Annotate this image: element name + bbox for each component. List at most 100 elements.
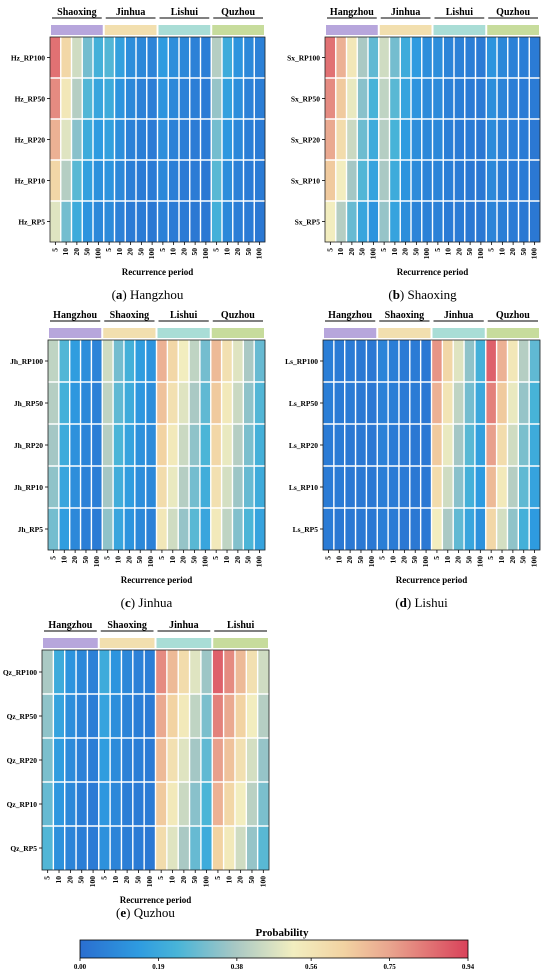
heatmap-cell bbox=[232, 201, 244, 243]
row-label: Ls_RP5 bbox=[293, 525, 319, 534]
heatmap-cell bbox=[168, 160, 180, 202]
group-label: Hangzhou bbox=[53, 310, 97, 321]
heatmap-cell bbox=[496, 424, 508, 467]
heatmap-cell bbox=[178, 650, 190, 695]
column-tick-label: 100 bbox=[475, 556, 484, 568]
column-tick-label: 10 bbox=[59, 556, 68, 564]
heatmap-cell bbox=[323, 382, 335, 425]
heatmap-cell bbox=[254, 466, 266, 509]
heatmap-cell bbox=[377, 340, 389, 383]
heatmap-cell bbox=[368, 78, 379, 120]
heatmap-cell bbox=[529, 424, 541, 467]
heatmap-cell bbox=[50, 37, 61, 79]
heatmap-cell bbox=[178, 508, 190, 551]
heatmap-cell bbox=[496, 340, 508, 383]
heatmap-cell bbox=[87, 782, 99, 827]
heatmap-cell bbox=[167, 382, 179, 425]
column-tick-label: 5 bbox=[378, 556, 387, 560]
heatmap-cell bbox=[474, 508, 486, 551]
column-tick-label: 50 bbox=[519, 556, 528, 564]
heatmap-cell bbox=[166, 650, 179, 695]
column-tick-label: 10 bbox=[61, 248, 70, 256]
column-tick-label: 10 bbox=[224, 876, 233, 884]
heatmap-cell bbox=[346, 201, 358, 243]
column-tick-label: 10 bbox=[114, 556, 123, 564]
heatmap-cell bbox=[344, 382, 356, 425]
heatmap-cell bbox=[199, 466, 211, 509]
heatmap-cell bbox=[474, 466, 486, 509]
heatmap-cell bbox=[323, 508, 335, 551]
heatmap-cell bbox=[388, 382, 400, 425]
heatmap-cell bbox=[453, 466, 465, 509]
heatmap-cell bbox=[346, 37, 358, 79]
heatmap-cell bbox=[64, 782, 77, 827]
heatmap-cell bbox=[53, 694, 65, 739]
heatmap-cell bbox=[58, 508, 70, 551]
heatmap-cell bbox=[80, 382, 92, 425]
column-tick-label: 50 bbox=[135, 556, 144, 564]
heatmap-cell bbox=[389, 37, 401, 79]
heatmap-cell bbox=[98, 826, 111, 871]
heatmap-cell bbox=[102, 508, 114, 551]
heatmap-cell bbox=[518, 340, 530, 383]
heatmap-cell bbox=[144, 650, 156, 695]
heatmap-cell bbox=[400, 201, 412, 243]
group-band bbox=[158, 25, 211, 35]
heatmap-cell bbox=[114, 160, 126, 202]
heatmap-cell bbox=[443, 201, 455, 243]
column-tick-label: 100 bbox=[145, 876, 154, 888]
panel-caption: (e) Quzhou bbox=[116, 905, 175, 920]
group-label: Jinhua bbox=[444, 310, 473, 321]
row-label: Ls_RP20 bbox=[289, 441, 318, 450]
heatmap-cell bbox=[123, 508, 135, 551]
heatmap-cell bbox=[431, 508, 443, 551]
row-label: Qz_RP50 bbox=[7, 712, 38, 721]
heatmap-cell bbox=[53, 826, 65, 871]
heatmap-cell bbox=[132, 782, 145, 827]
caption-name: Lishui bbox=[414, 595, 448, 610]
group-band bbox=[103, 328, 156, 338]
group-label: Hangzhou bbox=[328, 310, 372, 321]
heatmap-cell bbox=[378, 119, 390, 161]
heatmap-cell bbox=[486, 201, 498, 243]
heatmap-cell bbox=[409, 340, 421, 383]
heatmap-cell bbox=[333, 466, 345, 509]
heatmap-cell bbox=[155, 826, 168, 871]
row-label: Ls_RP100 bbox=[285, 357, 318, 366]
heatmap-cell bbox=[42, 826, 54, 871]
heatmap-cell bbox=[211, 37, 223, 79]
heatmap-cell bbox=[210, 424, 222, 467]
heatmap-cell bbox=[431, 340, 443, 383]
heatmap-cell bbox=[518, 508, 530, 551]
caption-letter: d bbox=[400, 595, 408, 610]
column-tick-label: 100 bbox=[368, 248, 377, 260]
heatmap-cell bbox=[125, 201, 137, 243]
heatmap-cell bbox=[325, 78, 336, 120]
heatmap-cell bbox=[355, 382, 367, 425]
column-tick-label: 50 bbox=[244, 556, 253, 564]
heatmap-cell bbox=[325, 119, 336, 161]
heatmap-cell bbox=[223, 694, 236, 739]
column-tick-label: 20 bbox=[72, 248, 81, 256]
heatmap-cell bbox=[76, 738, 88, 783]
heatmap-cell bbox=[366, 340, 378, 383]
heatmap-cell bbox=[344, 424, 356, 467]
heatmap-cell bbox=[157, 201, 169, 243]
heatmap-cell bbox=[136, 160, 147, 202]
group-band bbox=[211, 328, 264, 338]
heatmap-cell bbox=[421, 37, 433, 79]
column-tick-label: 100 bbox=[146, 556, 155, 568]
heatmap-cell bbox=[103, 78, 115, 120]
heatmap-cell bbox=[210, 466, 222, 509]
column-tick-label: 10 bbox=[334, 556, 343, 564]
heatmap-cell bbox=[323, 424, 335, 467]
heatmap-cell bbox=[486, 119, 498, 161]
heatmap-cell bbox=[166, 738, 179, 783]
x-axis-label: Recurrence period bbox=[122, 267, 194, 277]
heatmap-cell bbox=[71, 160, 83, 202]
heatmap-cell bbox=[409, 424, 421, 467]
heatmap-cell bbox=[50, 160, 61, 202]
heatmap-cell bbox=[409, 382, 421, 425]
heatmap-cell bbox=[156, 340, 168, 383]
heatmap-cell bbox=[58, 466, 70, 509]
